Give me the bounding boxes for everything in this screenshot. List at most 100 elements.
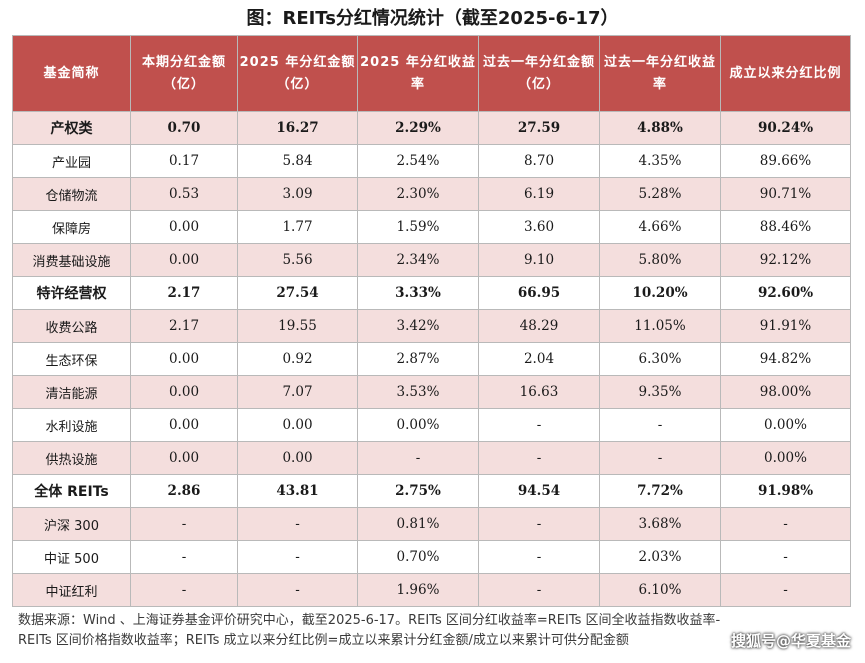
source-note-line-2: REITs 区间价格指数收益率；REITs 成立以来分红比例=成立以来累计分红金… [18, 633, 629, 648]
cell-fund-name: 沪深 300 [12, 507, 131, 541]
cell-past-year-yield: - [599, 441, 721, 475]
cell-past-year-dividend: - [478, 441, 600, 475]
table-row: 清洁能源 0.00 7.07 3.53% 16.63 9.35% 98.00% [12, 375, 851, 409]
cell-since-inception-ratio: 92.60% [720, 276, 851, 310]
cell-2025-dividend: 5.84 [237, 144, 358, 178]
header-past-year-yield: 过去一年分红收益率 [599, 35, 721, 112]
cell-2025-dividend: - [237, 573, 358, 607]
cell-since-inception-ratio: 90.71% [720, 177, 851, 211]
cell-past-year-dividend: 48.29 [478, 309, 600, 343]
cell-current-dividend: 0.00 [130, 210, 238, 244]
cell-fund-name: 生态环保 [12, 342, 131, 376]
cell-current-dividend: 0.00 [130, 342, 238, 376]
cell-current-dividend: 2.86 [130, 474, 238, 508]
cell-fund-name: 保障房 [12, 210, 131, 244]
cell-past-year-dividend: - [478, 540, 600, 574]
cell-current-dividend: 0.00 [130, 441, 238, 475]
cell-current-dividend: 0.70 [130, 111, 238, 145]
cell-2025-dividend: 0.00 [237, 441, 358, 475]
cell-current-dividend: - [130, 507, 238, 541]
cell-since-inception-ratio: 88.46% [720, 210, 851, 244]
header-since-inception-ratio: 成立以来分红比例 [720, 35, 851, 112]
cell-since-inception-ratio: 94.82% [720, 342, 851, 376]
reits-dividend-table: 基金简称 本期分红金额（亿） 2025 年分红金额（亿） 2025 年分红收益率… [12, 35, 851, 607]
cell-current-dividend: 0.53 [130, 177, 238, 211]
cell-fund-name: 全体 REITs [12, 474, 131, 508]
table-title: 图：REITs分红情况统计（截至2025-6-17） [246, 8, 619, 29]
cell-2025-dividend: - [237, 540, 358, 574]
cell-past-year-dividend: - [478, 408, 600, 442]
cell-past-year-yield: 11.05% [599, 309, 721, 343]
cell-current-dividend: 2.17 [130, 309, 238, 343]
cell-2025-yield: 2.34% [357, 243, 479, 277]
cell-current-dividend: - [130, 573, 238, 607]
cell-fund-name: 中证 500 [12, 540, 131, 574]
table-row: 水利设施 0.00 0.00 0.00% - -0.00% [12, 408, 851, 442]
cell-past-year-yield: 6.10% [599, 573, 721, 607]
cell-fund-name: 产权类 [12, 111, 131, 145]
cell-past-year-dividend: 94.54 [478, 474, 600, 508]
cell-2025-dividend: 7.07 [237, 375, 358, 409]
header-row: 基金简称 本期分红金额（亿） 2025 年分红金额（亿） 2025 年分红收益率… [12, 35, 851, 112]
cell-fund-name: 清洁能源 [12, 375, 131, 409]
cell-2025-yield: 2.29% [357, 111, 479, 145]
cell-2025-yield: 0.81% [357, 507, 479, 541]
cell-past-year-yield: - [599, 408, 721, 442]
cell-2025-dividend: 1.77 [237, 210, 358, 244]
header-past-year-dividend: 过去一年分红金额（亿） [478, 35, 600, 112]
cell-since-inception-ratio: 91.98% [720, 474, 851, 508]
cell-current-dividend: 0.00 [130, 408, 238, 442]
cell-past-year-yield: 6.30% [599, 342, 721, 376]
cell-2025-yield: 1.59% [357, 210, 479, 244]
header-current-dividend: 本期分红金额（亿） [130, 35, 238, 112]
cell-2025-dividend: 19.55 [237, 309, 358, 343]
cell-past-year-yield: 10.20% [599, 276, 721, 310]
cell-since-inception-ratio: 0.00% [720, 441, 851, 475]
cell-past-year-yield: 3.68% [599, 507, 721, 541]
cell-since-inception-ratio: 90.24% [720, 111, 851, 145]
cell-2025-yield: 0.00% [357, 408, 479, 442]
cell-past-year-dividend: - [478, 507, 600, 541]
table-row: 供热设施 0.00 0.00- - -0.00% [12, 441, 851, 475]
cell-since-inception-ratio: 0.00% [720, 408, 851, 442]
header-2025-dividend: 2025 年分红金额（亿） [237, 35, 358, 112]
cell-2025-yield: 1.96% [357, 573, 479, 607]
cell-past-year-dividend: 3.60 [478, 210, 600, 244]
cell-past-year-dividend: 16.63 [478, 375, 600, 409]
cell-fund-name: 水利设施 [12, 408, 131, 442]
cell-fund-name: 仓储物流 [12, 177, 131, 211]
cell-current-dividend: 0.00 [130, 243, 238, 277]
cell-past-year-yield: 5.28% [599, 177, 721, 211]
cell-past-year-yield: 4.88% [599, 111, 721, 145]
cell-fund-name: 收费公路 [12, 309, 131, 343]
source-note-line-1: 数据来源：Wind 、上海证券基金评价研究中心，截至2025-6-17。REIT… [18, 613, 721, 628]
cell-current-dividend: 0.17 [130, 144, 238, 178]
cell-2025-yield: 2.75% [357, 474, 479, 508]
cell-2025-dividend: 43.81 [237, 474, 358, 508]
table-row: 生态环保 0.00 0.92 2.87% 2.04 6.30% 94.82% [12, 342, 851, 376]
cell-fund-name: 产业园 [12, 144, 131, 178]
cell-past-year-dividend: 9.10 [478, 243, 600, 277]
cell-since-inception-ratio: 92.12% [720, 243, 851, 277]
table-row: 中证红利 - -1.96% -6.10% - [12, 573, 851, 607]
cell-2025-dividend: 5.56 [237, 243, 358, 277]
cell-current-dividend: - [130, 540, 238, 574]
cell-2025-dividend: - [237, 507, 358, 541]
cell-past-year-yield: 5.80% [599, 243, 721, 277]
cell-2025-dividend: 16.27 [237, 111, 358, 145]
header-fund-name: 基金简称 [12, 35, 131, 112]
cell-past-year-dividend: 2.04 [478, 342, 600, 376]
table-row: 沪深 300- -0.81% -3.68% - [12, 507, 851, 541]
cell-2025-yield: - [357, 441, 479, 475]
header-2025-yield: 2025 年分红收益率 [357, 35, 479, 112]
cell-2025-yield: 2.87% [357, 342, 479, 376]
source-note: 数据来源：Wind 、上海证券基金评价研究中心，截至2025-6-17。REIT… [18, 611, 858, 651]
cell-fund-name: 中证红利 [12, 573, 131, 607]
cell-2025-dividend: 3.09 [237, 177, 358, 211]
cell-past-year-yield: 9.35% [599, 375, 721, 409]
cell-fund-name: 特许经营权 [12, 276, 131, 310]
cell-since-inception-ratio: - [720, 507, 851, 541]
table-row: 全体 REITs 2.86 43.81 2.75% 94.54 7.72% 91.98% [12, 474, 851, 508]
cell-2025-yield: 2.30% [357, 177, 479, 211]
cell-2025-dividend: 0.00 [237, 408, 358, 442]
